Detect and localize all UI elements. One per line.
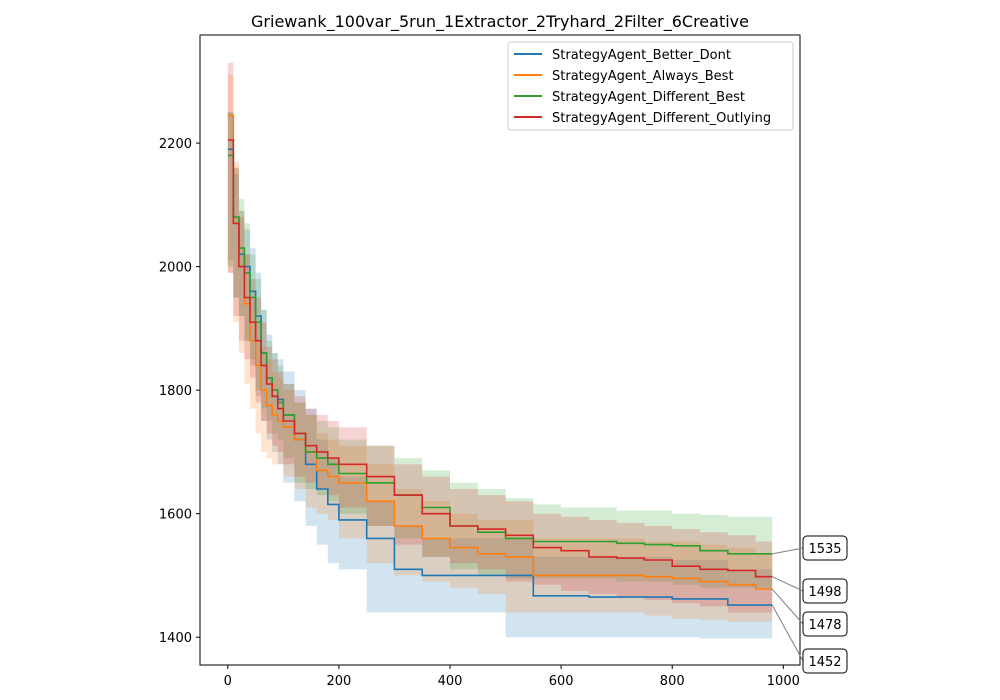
callout-leader: [771, 588, 804, 625]
y-axis: 1400 1600 1800 2000 2200: [159, 137, 200, 646]
x-tick-label: 800: [660, 674, 685, 689]
y-tick-label: 1400: [159, 631, 192, 646]
y-tick-label: 2200: [159, 137, 192, 152]
series-lines: [227, 114, 773, 606]
callout-box: [802, 611, 848, 637]
series-line-3: [227, 139, 773, 578]
band-0: [227, 112, 773, 639]
band-3: [227, 62, 773, 613]
callout-value: 1452: [808, 655, 841, 670]
callout-value: 1535: [808, 542, 841, 557]
callout-box: [802, 648, 848, 674]
chart-title: Griewank_100var_5run_1Extractor_2Tryhard…: [251, 12, 749, 32]
callout-value: 1498: [808, 585, 841, 600]
x-tick-label: 600: [549, 674, 574, 689]
callout-leader: [771, 604, 804, 662]
callout-box: [802, 578, 848, 604]
callout-box: [802, 535, 848, 561]
legend-label-1: StrategyAgent_Always_Best: [552, 69, 734, 84]
legend-label-0: StrategyAgent_Better_Dont: [552, 48, 731, 63]
legend: StrategyAgent_Better_Dont StrategyAgent_A…: [507, 41, 794, 131]
plot-frame: [199, 34, 801, 666]
callout-value: 1478: [808, 618, 841, 633]
band-1: [227, 75, 773, 622]
y-tick-label: 2000: [159, 261, 192, 276]
x-tick-label: 1000: [767, 674, 800, 689]
legend-box: [507, 41, 794, 131]
series-line-0: [227, 148, 773, 606]
callout-leader: [772, 576, 804, 592]
x-tick-label: 0: [224, 674, 232, 689]
legend-label-3: StrategyAgent_Different_Outlying: [552, 111, 771, 126]
end-value-callouts: 1535 1498 1478 1452: [771, 535, 848, 674]
series-line-1: [227, 114, 773, 590]
y-tick-label: 1800: [159, 384, 192, 399]
x-axis: 0 200 400 600 800 1000: [224, 665, 800, 689]
y-tick-label: 1600: [159, 508, 192, 523]
callout-leader: [772, 547, 804, 555]
x-tick-label: 400: [438, 674, 463, 689]
x-tick-label: 200: [326, 674, 351, 689]
legend-label-2: StrategyAgent_Different_Best: [552, 90, 745, 105]
confidence-bands: [227, 62, 773, 639]
band-2: [227, 112, 773, 588]
